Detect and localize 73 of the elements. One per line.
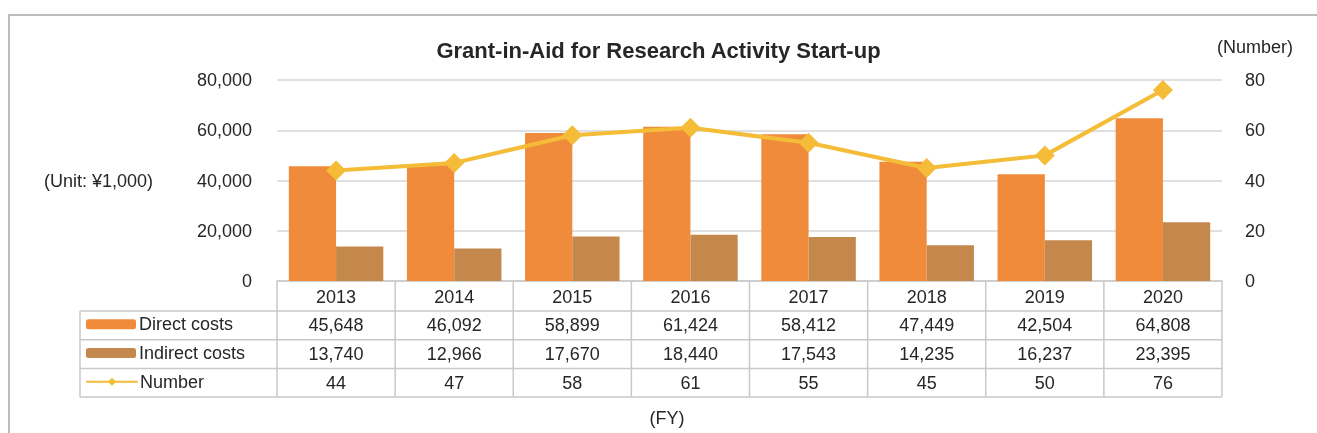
x-tick-label: 2017: [788, 287, 829, 307]
y2-axis-title: (Number): [1216, 37, 1294, 57]
data-label: 17,670: [544, 344, 600, 365]
data-label: 23,395: [1135, 344, 1191, 365]
data-label: 50: [1034, 372, 1055, 393]
data-label: 17,543: [781, 344, 837, 365]
point: [1034, 145, 1055, 166]
y-axis-title: (Unit: ¥1,000): [43, 170, 153, 191]
bar: [926, 245, 974, 281]
bar: [643, 126, 691, 281]
y-tick-label: 80,000: [196, 70, 252, 90]
data-label: 58: [562, 372, 583, 393]
legend-label: Direct costs: [139, 314, 234, 335]
bar: [288, 166, 337, 281]
point: [916, 157, 937, 178]
bar: [454, 248, 502, 281]
y-tick-label: 20,000: [196, 220, 252, 241]
data-label: 18,440: [662, 344, 718, 365]
x-tick-label: 2015: [552, 287, 593, 307]
bar: [997, 174, 1045, 281]
point: [798, 132, 819, 153]
data-label: 12,966: [426, 344, 482, 365]
point: [680, 117, 701, 138]
data-label: 13,740: [308, 344, 364, 365]
bar: [761, 134, 809, 281]
data-label: 58,412: [781, 315, 837, 336]
bar: [525, 133, 573, 281]
data-label: 44: [326, 372, 347, 393]
point: [562, 125, 583, 146]
bar: [336, 246, 384, 281]
x-tick-label: 2019: [1024, 287, 1065, 307]
data-label: 55: [798, 372, 819, 393]
point: [444, 152, 465, 173]
data-label: 61,424: [662, 315, 718, 336]
bar: [1162, 222, 1211, 281]
y-tick-label: 40,000: [196, 170, 252, 191]
legend-label: Indirect costs: [139, 343, 246, 364]
data-label: 46,092: [426, 315, 482, 336]
legend-label: Number: [140, 371, 205, 392]
point: [1152, 80, 1173, 101]
bar: [808, 236, 856, 281]
y2-tick-label: 20: [1245, 220, 1266, 241]
data-label: 58,899: [544, 315, 600, 336]
data-label: 16,237: [1017, 344, 1073, 365]
bar: [879, 161, 927, 281]
y2-tick-label: 0: [1245, 271, 1256, 291]
x-tick-label: 2013: [316, 287, 357, 307]
y-tick-label: 60,000: [196, 120, 252, 141]
data-label: 47: [444, 372, 465, 393]
data-label: 76: [1152, 372, 1173, 393]
x-tick-label: 2014: [434, 287, 475, 307]
data-label: 61: [680, 372, 701, 393]
data-label: 45,648: [308, 315, 364, 336]
data-label: 14,235: [899, 344, 955, 365]
bar: [1044, 240, 1093, 281]
y2-tick-label: 80: [1245, 70, 1266, 90]
bar: [406, 165, 455, 281]
y2-tick-label: 60: [1245, 120, 1266, 141]
x-tick-label: 2016: [670, 287, 711, 307]
point: [326, 160, 347, 181]
data-label: 64,808: [1135, 315, 1191, 336]
x-tick-label: 2020: [1142, 287, 1183, 307]
y-tick-label: 0: [241, 271, 252, 291]
text: (FY): [649, 408, 685, 429]
bar: [1115, 118, 1163, 281]
x-tick-label: 2018: [906, 287, 947, 307]
data-label: 42,504: [1017, 315, 1073, 336]
bar: [572, 236, 620, 281]
data-label: 45: [916, 372, 937, 393]
bar: [690, 234, 738, 281]
y2-tick-label: 40: [1245, 170, 1266, 191]
data-label: 47,449: [899, 315, 955, 336]
chart-title: Grant-in-Aid for Research Activity Start-up: [436, 37, 881, 63]
